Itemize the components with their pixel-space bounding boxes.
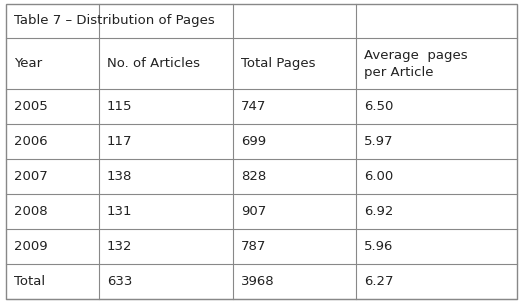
- Text: 5.96: 5.96: [365, 240, 394, 253]
- Text: 132: 132: [107, 240, 132, 253]
- Text: Year: Year: [14, 57, 42, 70]
- Text: 747: 747: [241, 100, 266, 113]
- Text: 2006: 2006: [14, 135, 48, 148]
- Text: 633: 633: [107, 275, 132, 288]
- Text: Average  pages
per Article: Average pages per Article: [365, 48, 468, 78]
- Text: 2007: 2007: [14, 170, 48, 183]
- Text: 6.50: 6.50: [365, 100, 394, 113]
- Text: 131: 131: [107, 205, 132, 218]
- Text: 6.27: 6.27: [365, 275, 394, 288]
- Text: 787: 787: [241, 240, 266, 253]
- Text: 907: 907: [241, 205, 266, 218]
- Text: 138: 138: [107, 170, 132, 183]
- Text: Total: Total: [14, 275, 46, 288]
- Text: 6.00: 6.00: [365, 170, 393, 183]
- Text: Table 7 – Distribution of Pages: Table 7 – Distribution of Pages: [14, 14, 215, 27]
- Text: 3968: 3968: [241, 275, 275, 288]
- Text: 2005: 2005: [14, 100, 48, 113]
- Text: 699: 699: [241, 135, 266, 148]
- Text: 2009: 2009: [14, 240, 48, 253]
- Text: 2008: 2008: [14, 205, 48, 218]
- Text: 6.92: 6.92: [365, 205, 394, 218]
- Text: 828: 828: [241, 170, 266, 183]
- Text: No. of Articles: No. of Articles: [107, 57, 200, 70]
- Text: 5.97: 5.97: [365, 135, 394, 148]
- Text: 117: 117: [107, 135, 132, 148]
- Text: 115: 115: [107, 100, 132, 113]
- Text: Total Pages: Total Pages: [241, 57, 315, 70]
